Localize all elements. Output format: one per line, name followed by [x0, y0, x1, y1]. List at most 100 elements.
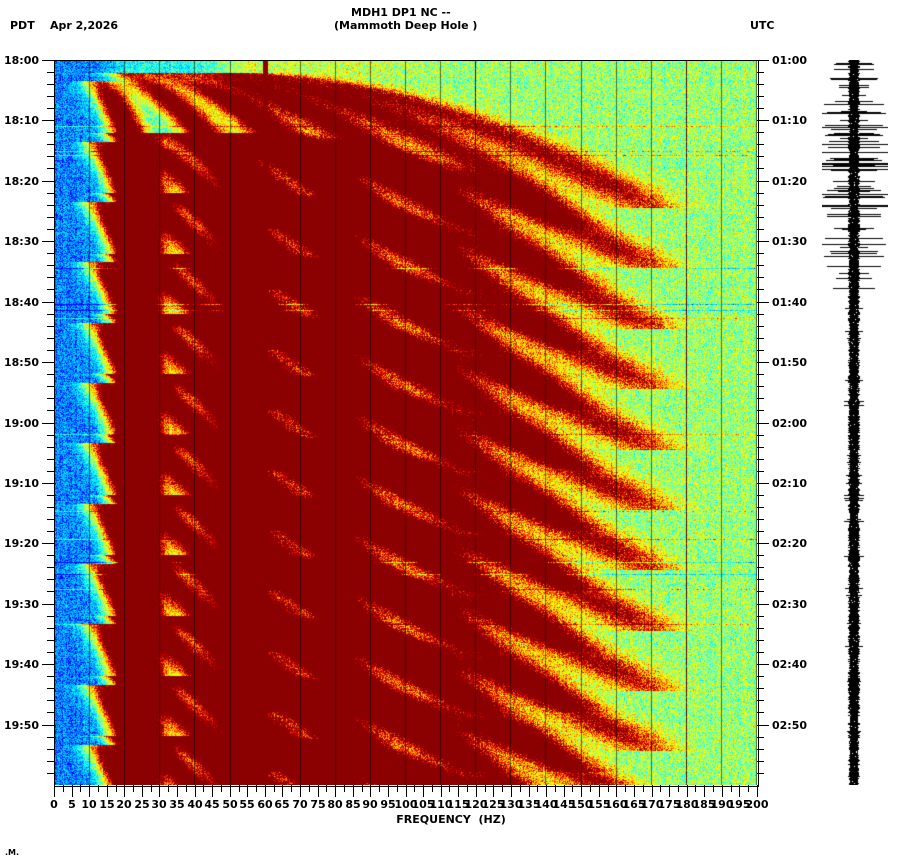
time-tick-major — [757, 302, 769, 303]
time-tick-major — [757, 181, 769, 182]
frequency-tick-major — [722, 785, 723, 797]
time-tick-major — [757, 423, 769, 424]
frequency-tick-minor — [502, 785, 503, 792]
time-tick-minor — [47, 410, 54, 411]
time-label-pdt: 19:10 — [3, 477, 39, 490]
time-tick-major — [42, 664, 54, 665]
time-tick-minor — [47, 314, 54, 315]
frequency-tick-minor — [186, 785, 187, 792]
frequency-tick-minor — [748, 785, 749, 792]
time-tick-minor — [47, 108, 54, 109]
time-tick-major — [757, 241, 769, 242]
frequency-tick-major — [599, 785, 600, 797]
time-label-pdt: 18:40 — [3, 296, 39, 309]
time-label-pdt: 19:00 — [3, 417, 39, 430]
time-tick-minor — [47, 265, 54, 266]
frequency-tick-major — [757, 785, 758, 797]
corner-mark: .M. — [5, 848, 20, 857]
time-tick-minor — [757, 459, 764, 460]
time-label-utc: 02:10 — [772, 477, 808, 490]
time-label-utc: 02:50 — [772, 719, 808, 732]
frequency-label: 80 — [327, 798, 343, 811]
frequency-tick-major — [441, 785, 442, 797]
frequency-label: 130 — [499, 798, 523, 811]
time-tick-minor — [47, 459, 54, 460]
frequency-axis-title: FREQUENCY (HZ) — [396, 813, 506, 826]
frequency-tick-minor — [344, 785, 345, 792]
frequency-tick-minor — [678, 785, 679, 792]
time-tick-minor — [47, 168, 54, 169]
time-tick-minor — [757, 591, 764, 592]
station-name-title: (Mammoth Deep Hole ) — [334, 19, 478, 32]
time-tick-minor — [757, 773, 764, 774]
frequency-tick-major — [493, 785, 494, 797]
time-label-utc: 01:40 — [772, 296, 808, 309]
time-tick-major — [42, 120, 54, 121]
time-label-pdt: 18:30 — [3, 235, 39, 248]
time-tick-minor — [757, 749, 764, 750]
frequency-tick-major — [300, 785, 301, 797]
time-tick-minor — [47, 700, 54, 701]
frequency-label: 10 — [81, 798, 97, 811]
frequency-tick-minor — [80, 785, 81, 792]
time-tick-minor — [757, 84, 764, 85]
frequency-tick-minor — [660, 785, 661, 792]
spectrogram-plot[interactable] — [54, 60, 757, 785]
frequency-label: 75 — [310, 798, 326, 811]
time-tick-minor — [757, 737, 764, 738]
frequency-tick-major — [159, 785, 160, 797]
time-tick-minor — [757, 531, 764, 532]
frequency-tick-major — [72, 785, 73, 797]
time-tick-minor — [757, 676, 764, 677]
time-tick-major — [42, 423, 54, 424]
time-tick-minor — [757, 616, 764, 617]
frequency-tick-minor — [731, 785, 732, 792]
frequency-label: 165 — [622, 798, 646, 811]
time-tick-minor — [757, 229, 764, 230]
frequency-label: 185 — [692, 798, 716, 811]
time-tick-major — [757, 483, 769, 484]
frequency-tick-minor — [274, 785, 275, 792]
date-label: Apr 2,2026 — [50, 19, 119, 32]
time-tick-minor — [757, 132, 764, 133]
time-tick-major — [757, 604, 769, 605]
frequency-label: 125 — [481, 798, 505, 811]
time-tick-minor — [47, 386, 54, 387]
frequency-tick-major — [177, 785, 178, 797]
time-tick-minor — [47, 398, 54, 399]
time-tick-minor — [757, 205, 764, 206]
frequency-label: 135 — [517, 798, 541, 811]
frequency-label: 105 — [411, 798, 435, 811]
time-label-utc: 02:20 — [772, 537, 808, 550]
frequency-tick-minor — [379, 785, 380, 792]
frequency-label: 90 — [362, 798, 378, 811]
frequency-tick-minor — [713, 785, 714, 792]
time-tick-minor — [757, 277, 764, 278]
time-tick-minor — [47, 229, 54, 230]
time-tick-minor — [47, 84, 54, 85]
time-label-pdt: 18:20 — [3, 175, 39, 188]
frequency-tick-major — [195, 785, 196, 797]
frequency-tick-minor — [63, 785, 64, 792]
time-tick-major — [42, 362, 54, 363]
time-tick-minor — [757, 156, 764, 157]
time-tick-minor — [757, 193, 764, 194]
time-tick-minor — [757, 410, 764, 411]
frequency-label: 15 — [99, 798, 115, 811]
time-tick-minor — [47, 72, 54, 73]
time-tick-major — [757, 664, 769, 665]
frequency-axis-title-wrap: FREQUENCY (HZ) — [0, 813, 902, 829]
frequency-tick-major — [458, 785, 459, 797]
frequency-label: 155 — [587, 798, 611, 811]
time-tick-minor — [757, 314, 764, 315]
frequency-tick-minor — [537, 785, 538, 792]
frequency-tick-major — [54, 785, 55, 797]
frequency-tick-minor — [133, 785, 134, 792]
frequency-label: 85 — [345, 798, 361, 811]
time-tick-major — [42, 181, 54, 182]
time-tick-minor — [757, 350, 764, 351]
time-tick-minor — [757, 398, 764, 399]
seismic-trace-canvas — [822, 60, 888, 785]
frequency-label: 200 — [745, 798, 769, 811]
frequency-tick-minor — [151, 785, 152, 792]
